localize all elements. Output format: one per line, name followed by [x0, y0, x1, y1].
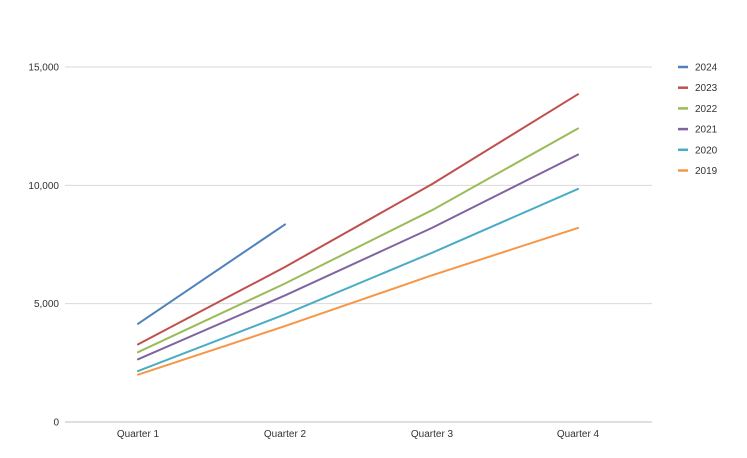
x-tick-label: Quarter 4	[557, 429, 600, 440]
legend-label: 2023	[695, 83, 718, 94]
y-tick-label: 0	[53, 418, 59, 429]
legend-label: 2021	[695, 125, 718, 136]
legend-label: 2020	[695, 145, 718, 156]
series-line-2022	[137, 127, 579, 354]
x-tick-label: Quarter 1	[117, 429, 160, 440]
series-line-2024	[137, 223, 286, 325]
y-tick-label: 10,000	[28, 181, 59, 192]
axes: 0 5,000 10,000 15,000 Quarter 1 Quarter 2 Quar…	[28, 63, 652, 440]
legend: 2024 2023 2022 2021 2020 2019	[678, 63, 718, 177]
series-line-2021	[137, 153, 579, 361]
legend-label: 2019	[695, 166, 718, 177]
y-tick-label: 15,000	[28, 63, 59, 74]
series-line-2020	[137, 187, 579, 373]
y-tick-label: 5,000	[34, 299, 59, 310]
legend-label: 2024	[695, 63, 718, 74]
series-line-2019	[137, 226, 579, 376]
legend-label: 2022	[695, 104, 718, 115]
x-tick-label: Quarter 2	[264, 429, 307, 440]
gridlines	[65, 66, 652, 305]
x-tick-label: Quarter 3	[411, 429, 454, 440]
series-lines	[137, 93, 579, 376]
series-line-2023	[137, 93, 579, 346]
